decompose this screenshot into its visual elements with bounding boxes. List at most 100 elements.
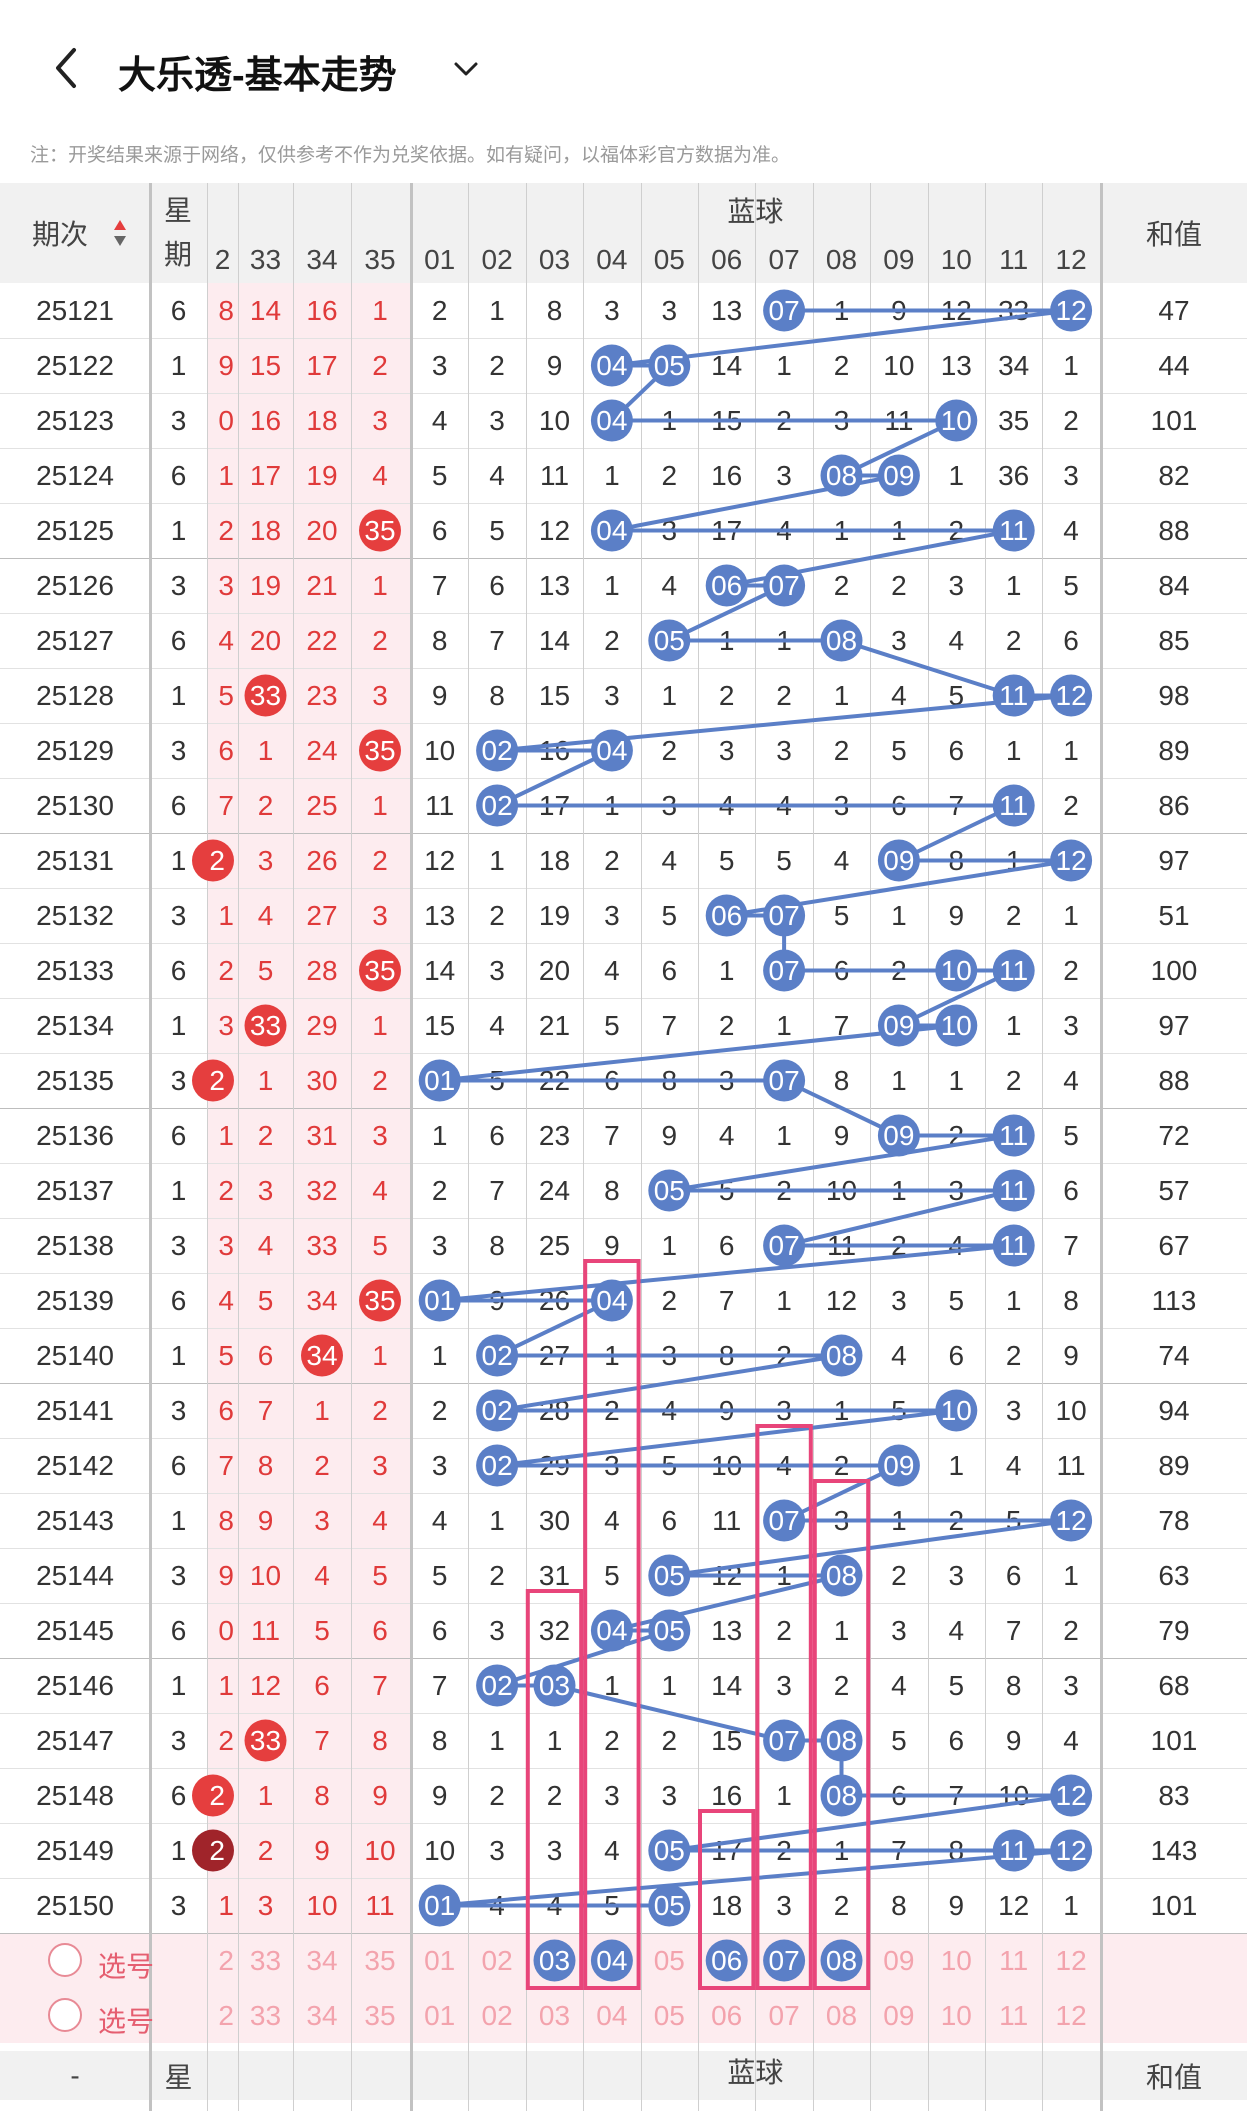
blue-miss-cell: 2 [431, 1174, 448, 1206]
select-front-number[interactable]: 2 [218, 1999, 234, 2031]
table-row[interactable]: 25147 3 2 33 7 8 8 1 1 2 2 15 07 08 5 6 9 4 101 [0, 1713, 1247, 1768]
table-row[interactable]: 25143 1 8 9 3 4 4 1 30 4 6 11 07 3 1 2 5 12 78 [0, 1493, 1247, 1548]
table-row[interactable]: 25142 6 7 8 2 3 3 02 29 3 5 10 4 2 09 1 4 11 89 [0, 1438, 1247, 1493]
select-blue-number[interactable]: 08 [825, 1999, 858, 2031]
table-row[interactable]: 25140 1 5 6 34 1 1 02 27 1 3 8 2 08 4 6 2 9 74 [0, 1328, 1247, 1383]
table-row[interactable]: 25130 6 7 2 25 1 11 02 17 1 3 4 4 3 6 7 11 2 86 [0, 778, 1247, 833]
select-blue-number[interactable]: 01 [424, 1944, 456, 1976]
table-row[interactable]: 25125 1 2 18 20 35 6 5 12 04 3 17 4 1 1 2 11 4 88 [0, 503, 1247, 558]
select-blue-number[interactable]: 09 [883, 1999, 915, 2031]
select-blue-number[interactable]: 10 [940, 1999, 972, 2031]
blue-miss-cell: 16 [538, 734, 571, 766]
select-label[interactable]: 选号 [98, 2006, 155, 2037]
blue-miss-cell: 5 [776, 844, 792, 876]
front-miss-cell: 8 [372, 1724, 388, 1756]
chevron-down-icon[interactable] [448, 54, 484, 84]
table-row[interactable]: 25135 3 2 1 30 2 01 5 22 6 8 3 07 8 1 1 2 4 88 [0, 1053, 1247, 1108]
table-row[interactable]: 25131 1 2 3 26 2 12 1 18 2 4 5 5 4 09 8 1 12 97 [0, 833, 1247, 888]
select-blue-number[interactable]: 02 [481, 1944, 513, 1976]
table-row[interactable]: 25128 1 5 33 23 3 9 8 15 3 1 2 2 1 4 5 11 12 98 [0, 668, 1247, 723]
select-blue-number[interactable]: 05 [653, 1944, 685, 1976]
select-blue-number[interactable]: 03 [538, 1999, 571, 2031]
table-row[interactable]: 25138 3 3 4 33 5 3 8 25 9 1 6 07 11 2 4 11 7 67 [0, 1218, 1247, 1273]
blue-ball: 12 [1055, 1504, 1087, 1536]
select-blue-number[interactable]: 02 [481, 1999, 513, 2031]
select-blue-number[interactable]: 11 [999, 1999, 1029, 2031]
selected-blue-ball[interactable]: 06 [711, 1944, 743, 1976]
select-front-number[interactable]: 2 [218, 1944, 234, 1976]
select-row[interactable]: 选号 2 33 34 35 01 02 03 04 05 06 07 08 09 10 11 12 [0, 1988, 1247, 2043]
select-front-number[interactable]: 33 [249, 1944, 282, 1976]
issue-cell: 25138 [36, 1229, 114, 1261]
select-blue-number[interactable]: 01 [424, 1999, 456, 2031]
blue-miss-cell: 3 [489, 404, 505, 436]
select-blue-number[interactable]: 06 [711, 1999, 743, 2031]
select-blue-number[interactable]: 09 [883, 1944, 915, 1976]
select-label[interactable]: 选号 [98, 1951, 155, 1982]
table-row[interactable]: 25141 3 6 7 1 2 2 02 28 2 4 9 3 1 5 10 3 10 94 [0, 1383, 1247, 1438]
table-row[interactable]: 25134 1 3 33 29 1 15 4 21 5 7 2 1 7 09 10 1 3 97 [0, 998, 1247, 1053]
select-radio[interactable] [48, 1943, 82, 1977]
column-divider [293, 183, 294, 2111]
select-radio[interactable] [48, 1998, 82, 2032]
table-row[interactable]: 25122 1 9 15 17 2 3 2 9 04 05 14 1 2 10 13 34 1 44 [0, 338, 1247, 393]
table-row[interactable]: 25148 6 2 1 8 9 9 2 2 3 3 16 1 08 6 7 10 12 83 [0, 1768, 1247, 1823]
select-blue-number[interactable]: 12 [1055, 1944, 1087, 1976]
select-front-number[interactable]: 34 [306, 1999, 338, 2031]
select-front-number[interactable]: 35 [364, 1944, 396, 1976]
front-red-ball: 35 [364, 734, 396, 766]
row-divider [0, 888, 1247, 889]
table-row[interactable]: 25129 3 6 1 24 35 10 02 16 04 2 3 3 2 5 6 1 1 89 [0, 723, 1247, 778]
blue-miss-cell: 12 [825, 1284, 858, 1316]
select-row[interactable]: 选号 2 33 34 35 01 02 03 04 05 06 07 08 09 10 11 12 [0, 1933, 1247, 1988]
select-blue-number[interactable]: 05 [653, 1999, 685, 2031]
issue-header[interactable]: 期次 [31, 219, 88, 250]
select-blue-number[interactable]: 07 [768, 1999, 800, 2031]
table-row[interactable]: 25144 3 9 10 4 5 5 2 31 5 05 12 1 08 2 3 6 1 63 [0, 1548, 1247, 1603]
table-row[interactable]: 25137 1 2 3 32 4 2 7 24 8 05 5 2 10 1 3 11 6 57 [0, 1163, 1247, 1218]
blue-miss-cell: 1 [776, 349, 792, 381]
select-blue-number[interactable]: 12 [1055, 1999, 1087, 2031]
select-front-number[interactable]: 35 [364, 1999, 396, 2031]
issue-cell: 25147 [36, 1724, 114, 1756]
select-blue-number[interactable]: 11 [999, 1944, 1029, 1976]
page-title[interactable]: 大乐透-基本走势 [118, 55, 397, 97]
table-row[interactable]: 25145 6 0 11 5 6 6 3 32 04 05 13 2 1 3 4 7 2 79 [0, 1603, 1247, 1658]
table-row[interactable]: 25133 6 2 5 28 35 14 3 20 4 6 1 07 6 2 10 11 2 100 [0, 943, 1247, 998]
blue-miss-cell: 3 [718, 734, 735, 766]
front-miss-cell: 3 [257, 1174, 274, 1206]
blue-ball: 05 [653, 624, 685, 656]
table-row[interactable]: 25139 6 4 5 34 35 01 9 26 04 2 7 1 12 3 5 1 8 113 [0, 1273, 1247, 1328]
table-row[interactable]: 25149 1 2 2 9 10 10 3 3 4 05 17 2 1 7 8 11 12 143 [0, 1823, 1247, 1878]
blue-miss-cell: 5 [604, 1889, 620, 1921]
select-front-number[interactable]: 34 [306, 1944, 338, 1976]
select-blue-number[interactable]: 04 [596, 1999, 628, 2031]
blue-miss-cell: 17 [711, 514, 743, 546]
blue-miss-cell: 2 [661, 734, 678, 766]
back-arrow-icon[interactable] [40, 38, 100, 98]
table-row[interactable]: 25126 3 3 19 21 1 7 6 13 1 4 06 07 2 2 3 1 5 84 [0, 558, 1247, 613]
table-row[interactable]: 25121 6 8 14 16 1 2 1 8 3 3 13 07 1 9 12 33 12 47 [0, 283, 1247, 338]
table-row[interactable]: 25123 3 0 16 18 3 4 3 10 04 1 15 2 3 11 10 35 2 101 [0, 393, 1247, 448]
blue-miss-cell: 1 [718, 624, 735, 656]
row-divider [0, 833, 1247, 834]
select-front-number[interactable]: 33 [249, 1999, 282, 2031]
table-row[interactable]: 25132 3 1 4 27 3 13 2 19 3 5 06 07 5 1 9 2 1 51 [0, 888, 1247, 943]
table-row[interactable]: 25136 6 1 2 31 3 1 6 23 7 9 4 1 9 09 2 11 5 72 [0, 1108, 1247, 1163]
selected-blue-ball[interactable]: 08 [825, 1944, 858, 1976]
select-blue-number[interactable]: 10 [940, 1944, 972, 1976]
sort-arrows-icon[interactable] [112, 218, 128, 248]
blue-miss-cell: 6 [948, 1339, 965, 1371]
selected-blue-ball[interactable]: 07 [768, 1944, 800, 1976]
issue-cell: 25142 [36, 1449, 114, 1481]
selected-blue-ball[interactable]: 03 [538, 1944, 571, 1976]
table-row[interactable]: 25124 6 1 17 19 4 5 4 11 1 2 16 3 08 09 1 36 3 82 [0, 448, 1247, 503]
table-row[interactable]: 25127 6 4 20 22 2 8 7 14 2 05 1 1 08 3 4 2 6 85 [0, 613, 1247, 668]
blue-miss-cell: 2 [1005, 899, 1022, 931]
sum-cell: 98 [1158, 679, 1190, 711]
issue-cell: 25150 [36, 1889, 114, 1921]
table-row[interactable]: 25146 1 1 12 6 7 7 02 03 1 1 14 3 2 4 5 8 3 68 [0, 1658, 1247, 1713]
selected-blue-ball[interactable]: 04 [596, 1944, 628, 1976]
table-row[interactable]: 25150 3 1 3 10 11 01 4 4 5 05 18 3 2 8 9 12 1 101 [0, 1878, 1247, 1933]
week-cell: 3 [170, 569, 187, 601]
